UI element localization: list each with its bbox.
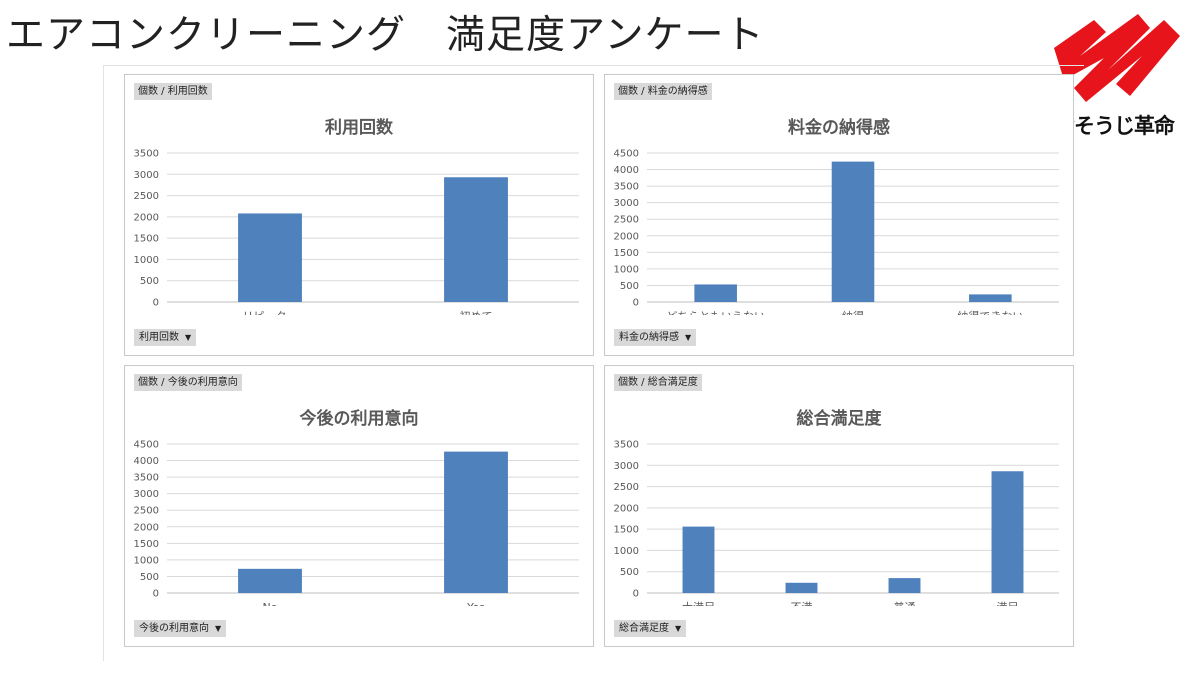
x-tick-label: 満足 [997, 601, 1019, 606]
y-tick-label: 1500 [134, 234, 159, 245]
bar-chart-overall-satisfaction: 0 500 1000 1500 2000 2500 3000 3500 大満足 不満 普通 満足 [614, 440, 1059, 606]
y-tick-label: 2500 [614, 482, 639, 493]
y-tick-label: 2000 [614, 503, 639, 514]
bar [238, 213, 302, 302]
y-tick-label: 500 [140, 276, 159, 287]
y-tick-label: 500 [620, 567, 639, 578]
x-tick-label: No [263, 601, 278, 606]
field-tag[interactable]: 個数 / 総合満足度 [614, 374, 702, 391]
panel-future-intention: 個数 / 今後の利用意向 今後の利用意向 0 500 1000 1500 2000 250… [124, 365, 594, 647]
filter-dropdown[interactable]: 料金の納得感 ▼ [614, 329, 697, 346]
dropdown-arrow-icon: ▼ [675, 624, 682, 633]
y-tick-label: 3000 [614, 198, 639, 209]
panel-price-satisfaction: 個数 / 料金の納得感 料金の納得感 0 500 1000 1500 2000 2500 3… [604, 74, 1074, 356]
dropdown-arrow-icon: ▼ [215, 624, 222, 633]
bar [991, 471, 1024, 593]
bar [785, 582, 818, 593]
y-tick-label: 3500 [134, 149, 159, 160]
filter-dropdown[interactable]: 利用回数 ▼ [134, 329, 197, 346]
filter-label: 総合満足度 [619, 623, 669, 634]
page-title: エアコンクリーニング 満足度アンケート [6, 13, 765, 58]
y-tick-label: 3500 [134, 473, 159, 484]
bar [969, 294, 1012, 302]
logo-text: おそうじ革命 [1054, 114, 1175, 138]
y-tick-label: 1000 [134, 255, 159, 266]
y-tick-label: 4500 [614, 149, 639, 160]
x-tick-label: リピーター [243, 310, 298, 315]
filter-dropdown[interactable]: 総合満足度 ▼ [614, 620, 687, 637]
field-tag[interactable]: 個数 / 今後の利用意向 [134, 374, 242, 391]
dropdown-arrow-icon: ▼ [685, 333, 692, 342]
x-tick-label: どちらともいえない [666, 310, 765, 315]
y-tick-label: 2000 [134, 212, 159, 223]
filter-label: 今後の利用意向 [139, 623, 209, 634]
x-tick-label: 納得 [842, 310, 864, 315]
x-tick-label: Yes [466, 601, 485, 606]
field-tag[interactable]: 個数 / 料金の納得感 [614, 83, 712, 100]
y-tick-label: 0 [153, 589, 159, 600]
y-tick-label: 0 [153, 298, 159, 309]
y-tick-label: 2500 [614, 215, 639, 226]
chart-title: 総合満足度 [796, 409, 882, 429]
bar-chart-usage-count: 0 500 1000 1500 2000 2500 3000 3500 リピーター 初めて [134, 149, 579, 315]
x-tick-label: 大満足 [682, 600, 715, 606]
x-tick-label: 納得できない [957, 310, 1023, 315]
filter-dropdown[interactable]: 今後の利用意向 ▼ [134, 620, 227, 637]
bar [444, 451, 508, 593]
bar [694, 284, 737, 302]
y-tick-label: 0 [633, 298, 639, 309]
y-tick-label: 2500 [134, 506, 159, 517]
filter-label: 利用回数 [139, 332, 179, 343]
y-tick-label: 3000 [614, 461, 639, 472]
y-tick-label: 1000 [614, 264, 639, 275]
y-tick-label: 3500 [614, 440, 639, 451]
pivot-dashboard: 個数 / 利用回数 利用回数 0 500 1000 1500 2000 2500 3000 3… [103, 65, 1084, 661]
x-tick-label: 不満 [791, 601, 813, 606]
bar [682, 526, 715, 593]
chart-title: 料金の納得感 [788, 118, 890, 138]
bar [831, 161, 875, 302]
y-tick-label: 3000 [134, 170, 159, 181]
bar [888, 578, 921, 593]
brand-logo: おそうじ革命 [1046, 10, 1191, 140]
x-tick-label: 普通 [894, 600, 916, 606]
filter-label: 料金の納得感 [619, 332, 679, 343]
y-tick-label: 1000 [134, 555, 159, 566]
dropdown-arrow-icon: ▼ [185, 333, 192, 342]
y-tick-label: 2000 [134, 522, 159, 533]
panel-overall-satisfaction: 個数 / 総合満足度 総合満足度 0 500 1000 1500 2000 2500 300… [604, 365, 1074, 647]
chart-title: 今後の利用意向 [299, 409, 419, 429]
y-tick-label: 1000 [614, 546, 639, 557]
y-tick-label: 500 [620, 281, 639, 292]
y-tick-label: 1500 [614, 248, 639, 259]
chart-title: 利用回数 [325, 118, 393, 138]
y-tick-label: 1500 [134, 539, 159, 550]
y-tick-label: 4000 [134, 456, 159, 467]
y-tick-label: 0 [633, 589, 639, 600]
panel-usage-count: 個数 / 利用回数 利用回数 0 500 1000 1500 2000 2500 3000 3… [124, 74, 594, 356]
y-tick-label: 4000 [614, 165, 639, 176]
bar [444, 177, 508, 302]
bar [238, 568, 302, 593]
bar-chart-future-intention: 0 500 1000 1500 2000 2500 3000 3500 4000 4500 No Ye… [134, 440, 579, 606]
x-tick-label: 初めて [460, 309, 493, 315]
y-tick-label: 4500 [134, 440, 159, 451]
y-tick-label: 2500 [134, 191, 159, 202]
logo-mark-icon [1054, 14, 1180, 102]
y-tick-label: 3000 [134, 489, 159, 500]
y-tick-label: 1500 [614, 525, 639, 536]
y-tick-label: 3500 [614, 182, 639, 193]
y-tick-label: 2000 [614, 231, 639, 242]
bar-chart-price-satisfaction: 0 500 1000 1500 2000 2500 3000 3500 4000 4500 どちらと… [614, 149, 1059, 315]
field-tag[interactable]: 個数 / 利用回数 [134, 83, 212, 100]
y-tick-label: 500 [140, 572, 159, 583]
